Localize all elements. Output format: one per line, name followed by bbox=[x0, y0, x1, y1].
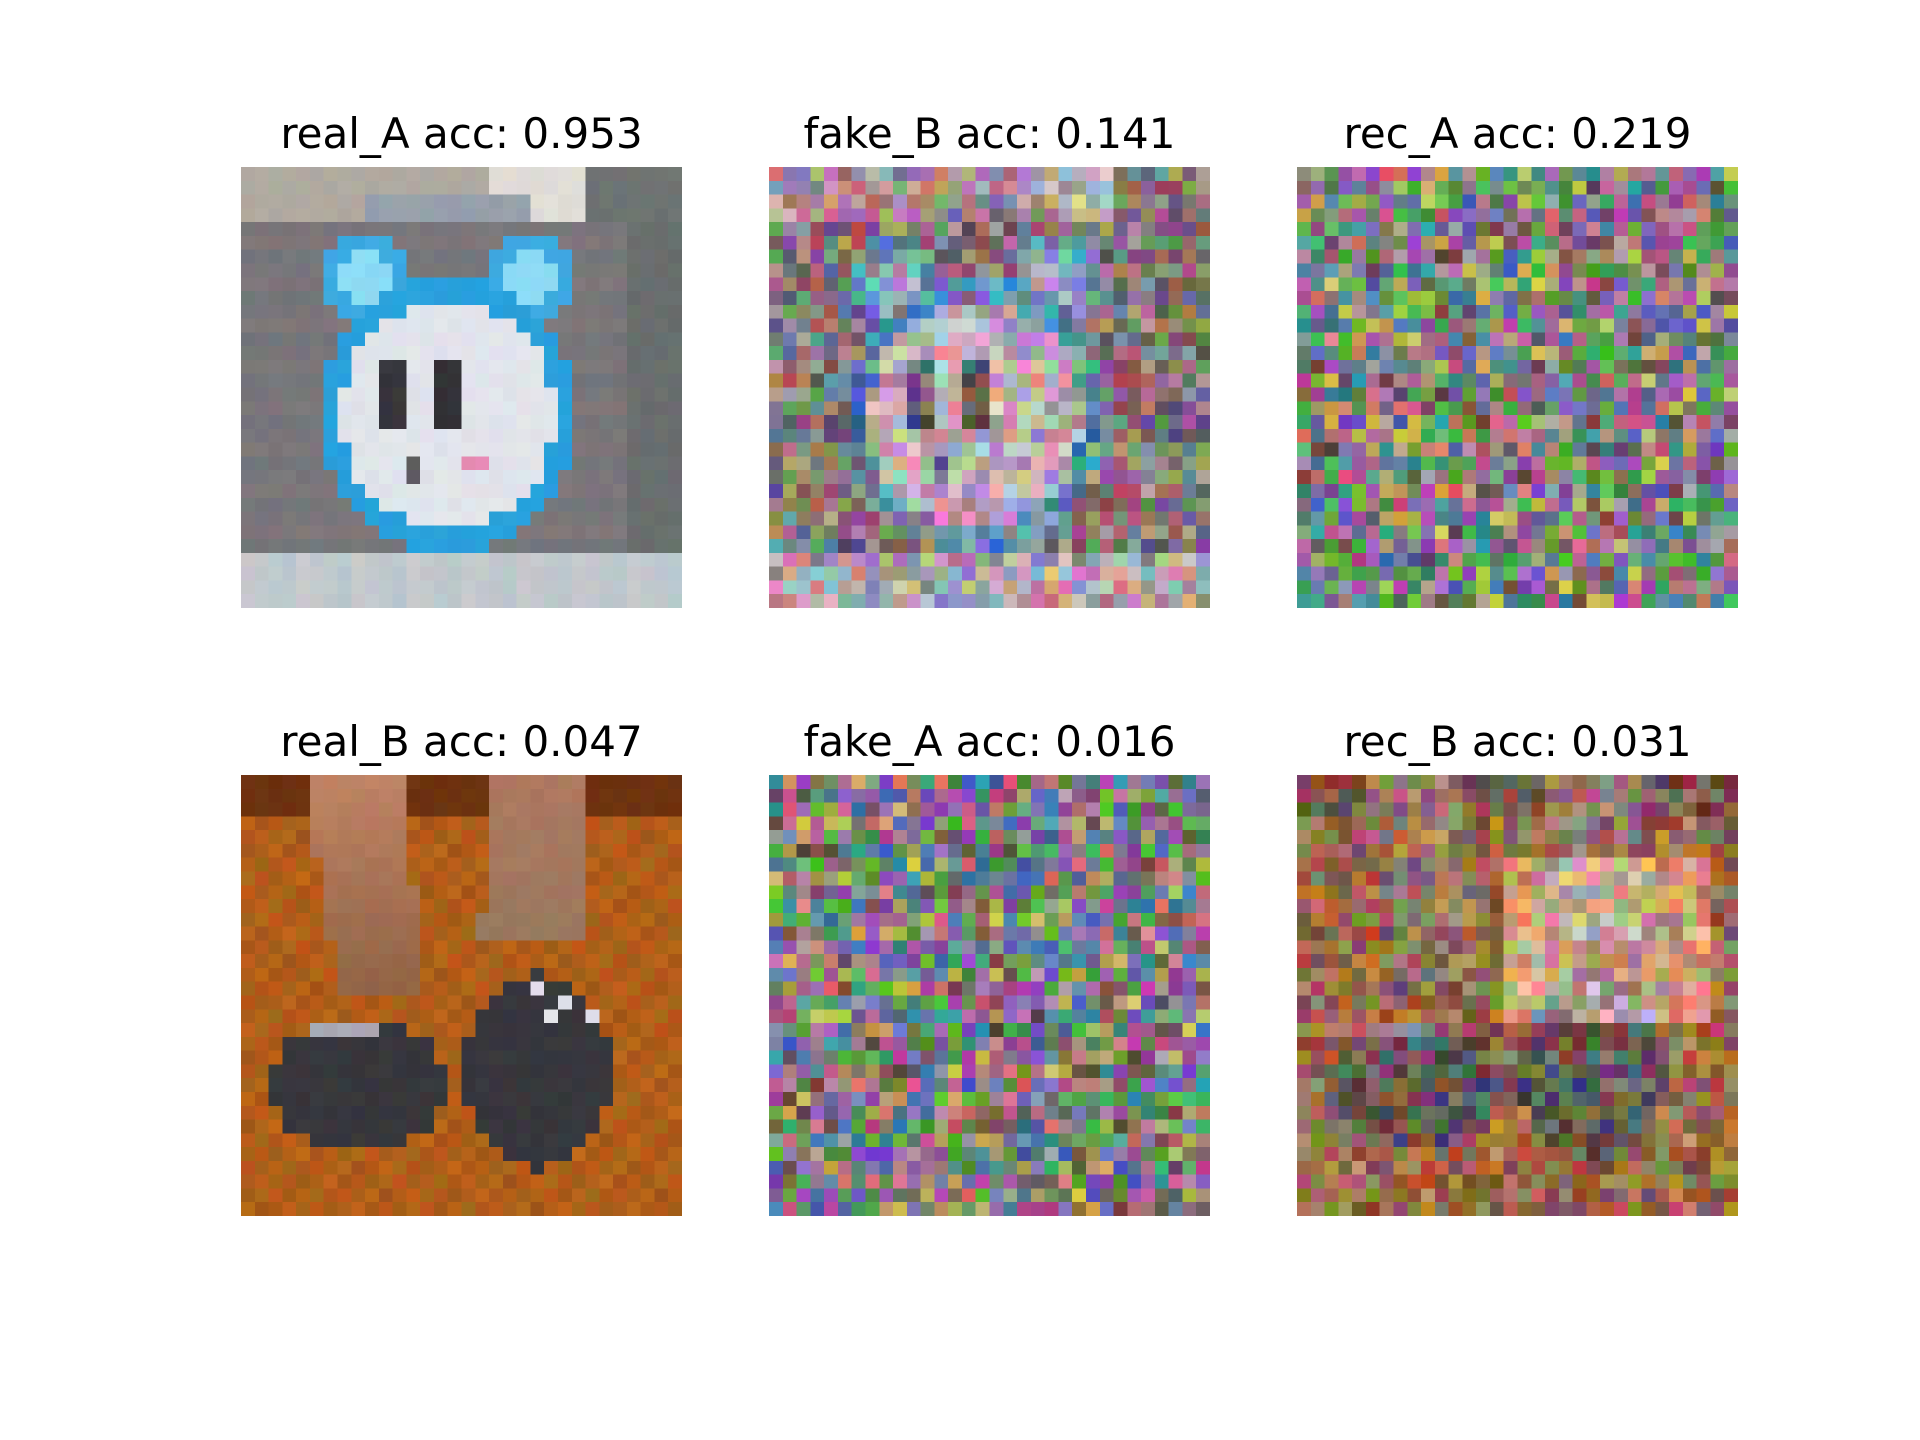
panel-title: rec_A acc: 0.219 bbox=[1297, 104, 1738, 164]
panel-title: real_A acc: 0.953 bbox=[241, 104, 682, 164]
image-real-a bbox=[241, 167, 682, 608]
image-fake-b bbox=[769, 167, 1210, 608]
panel-title: fake_B acc: 0.141 bbox=[769, 104, 1210, 164]
image-rec-a bbox=[1297, 167, 1738, 608]
panel-title: rec_B acc: 0.031 bbox=[1297, 712, 1738, 772]
panel-title: real_B acc: 0.047 bbox=[241, 712, 682, 772]
panel-title: fake_A acc: 0.016 bbox=[769, 712, 1210, 772]
image-real-b bbox=[241, 775, 682, 1216]
image-rec-b bbox=[1297, 775, 1738, 1216]
image-fake-a bbox=[769, 775, 1210, 1216]
